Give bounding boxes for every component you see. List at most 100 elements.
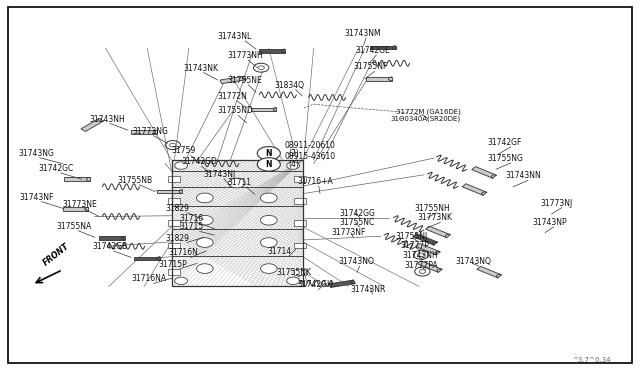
Text: 31829: 31829 xyxy=(165,234,189,243)
Text: 31777PA: 31777PA xyxy=(404,261,438,270)
Circle shape xyxy=(419,270,426,273)
Polygon shape xyxy=(81,118,104,132)
Circle shape xyxy=(260,238,277,247)
Text: 31773NJ: 31773NJ xyxy=(541,199,573,208)
Circle shape xyxy=(196,193,213,203)
Circle shape xyxy=(287,162,300,169)
Text: N: N xyxy=(266,160,272,169)
Text: 31743NG: 31743NG xyxy=(18,149,54,158)
Circle shape xyxy=(258,66,264,70)
Circle shape xyxy=(260,215,277,225)
Bar xyxy=(168,198,180,204)
Polygon shape xyxy=(63,207,88,211)
Bar xyxy=(172,160,303,286)
Text: N: N xyxy=(266,149,272,158)
Polygon shape xyxy=(157,190,182,193)
Polygon shape xyxy=(99,236,125,240)
Polygon shape xyxy=(413,234,438,245)
Text: 31773NE: 31773NE xyxy=(63,200,97,209)
Text: 31773NK: 31773NK xyxy=(417,214,452,222)
Text: 31Θ0340A(SR20DE): 31Θ0340A(SR20DE) xyxy=(390,116,461,122)
Text: 31743NP: 31743NP xyxy=(532,218,567,227)
Text: 31743NJ: 31743NJ xyxy=(204,170,236,179)
Circle shape xyxy=(175,277,188,285)
Text: 31755NF: 31755NF xyxy=(353,62,388,71)
Text: 31743NM: 31743NM xyxy=(344,29,381,38)
Circle shape xyxy=(260,193,277,203)
Polygon shape xyxy=(134,257,160,260)
Text: 31777P: 31777P xyxy=(400,241,429,250)
Text: 31755NB: 31755NB xyxy=(117,176,152,185)
Bar xyxy=(294,220,306,226)
Circle shape xyxy=(260,264,277,273)
Text: 31716NA: 31716NA xyxy=(131,275,166,283)
Polygon shape xyxy=(426,226,451,238)
Text: FRONT: FRONT xyxy=(42,242,71,268)
Text: 31742GD: 31742GD xyxy=(181,157,217,166)
Text: 31743NF: 31743NF xyxy=(19,193,54,202)
Text: 31743NN: 31743NN xyxy=(506,171,541,180)
Polygon shape xyxy=(64,177,90,181)
Text: 31714: 31714 xyxy=(268,247,292,256)
Text: 31716N: 31716N xyxy=(168,248,198,257)
Polygon shape xyxy=(329,280,355,288)
Circle shape xyxy=(287,277,300,285)
Text: 31755NC: 31755NC xyxy=(339,218,374,227)
Bar xyxy=(294,243,306,248)
Text: 31834Q: 31834Q xyxy=(274,81,304,90)
Text: 31715: 31715 xyxy=(179,222,204,231)
Text: 31743NK: 31743NK xyxy=(184,64,219,73)
Text: 31711: 31711 xyxy=(227,178,251,187)
Bar xyxy=(168,220,180,226)
Text: 31755NK: 31755NK xyxy=(276,268,312,277)
Text: 31742GF: 31742GF xyxy=(488,138,522,147)
Text: 31716+A: 31716+A xyxy=(298,177,333,186)
Text: 31716: 31716 xyxy=(179,214,204,223)
Text: 31743NO: 31743NO xyxy=(338,257,374,266)
Text: 31773NG: 31773NG xyxy=(132,127,168,136)
Bar xyxy=(168,243,180,248)
Polygon shape xyxy=(259,49,285,53)
Text: 31743NQ: 31743NQ xyxy=(456,257,492,266)
Polygon shape xyxy=(366,77,392,81)
Text: 31742GG: 31742GG xyxy=(339,209,375,218)
Bar xyxy=(294,176,306,182)
Polygon shape xyxy=(477,266,502,278)
Text: 31755ND: 31755ND xyxy=(218,106,253,115)
Text: 08915-43610: 08915-43610 xyxy=(285,153,336,161)
Text: 31773NF: 31773NF xyxy=(332,228,366,237)
Circle shape xyxy=(196,238,213,247)
Text: 31772M (GA16DE): 31772M (GA16DE) xyxy=(396,108,460,115)
Text: 31755NJ: 31755NJ xyxy=(396,232,428,241)
Text: ^3.7^0.34: ^3.7^0.34 xyxy=(573,357,611,363)
Bar xyxy=(294,269,306,275)
Polygon shape xyxy=(251,108,276,111)
Circle shape xyxy=(257,158,280,171)
Text: 31772N: 31772N xyxy=(218,92,248,101)
Text: 31743NH: 31743NH xyxy=(402,251,438,260)
Bar xyxy=(168,269,180,275)
Circle shape xyxy=(196,264,213,273)
Polygon shape xyxy=(415,243,440,255)
Text: 31743NR: 31743NR xyxy=(351,285,386,294)
Polygon shape xyxy=(131,130,157,134)
Bar xyxy=(294,198,306,204)
Text: 31755NG: 31755NG xyxy=(488,154,524,163)
Text: 31742GC: 31742GC xyxy=(38,164,74,173)
Text: 31773NH: 31773NH xyxy=(227,51,263,60)
Circle shape xyxy=(175,162,188,169)
Text: (2): (2) xyxy=(288,149,299,158)
Text: 31755NA: 31755NA xyxy=(56,222,92,231)
Text: 31742GB: 31742GB xyxy=(93,242,128,251)
Text: 31829: 31829 xyxy=(165,204,189,213)
Circle shape xyxy=(228,178,245,188)
Polygon shape xyxy=(220,76,246,84)
Text: 31742GE: 31742GE xyxy=(355,46,390,55)
Text: 08911-20610: 08911-20610 xyxy=(285,141,335,150)
Circle shape xyxy=(418,253,424,257)
Text: (4): (4) xyxy=(288,160,299,169)
Bar xyxy=(168,176,180,182)
Text: 31743NL: 31743NL xyxy=(218,32,252,41)
Polygon shape xyxy=(472,167,497,178)
Text: 31742GH: 31742GH xyxy=(298,280,333,289)
